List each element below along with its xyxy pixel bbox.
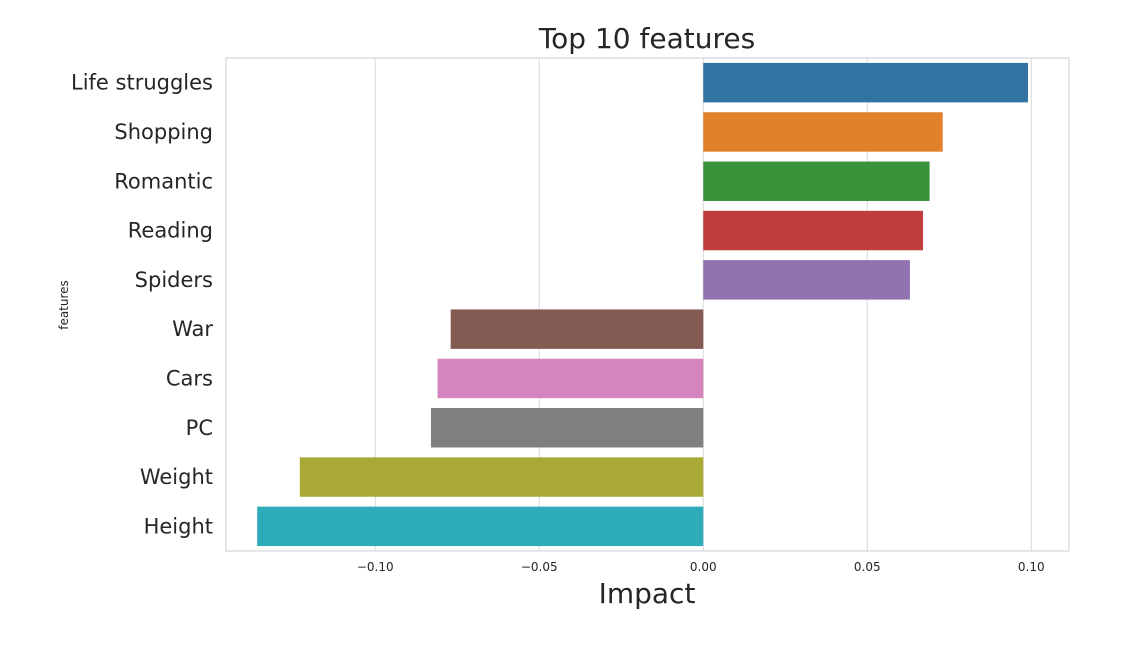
x-tick-label: −0.05 — [521, 560, 558, 574]
bar — [703, 260, 910, 300]
x-tick-label: 0.10 — [1018, 560, 1045, 574]
x-tick-labels: −0.10 −0.05 0.00 0.05 0.10 — [357, 560, 1045, 574]
bar — [450, 309, 704, 349]
x-tick-label: 0.05 — [854, 560, 881, 574]
category-label: Shopping — [114, 120, 213, 144]
x-axis-label: Impact — [599, 577, 696, 610]
bar — [703, 210, 924, 251]
bar — [703, 112, 943, 152]
category-label: Height — [144, 514, 213, 538]
chart-title: Top 10 features — [538, 22, 755, 55]
bar — [257, 506, 704, 547]
category-label: Cars — [166, 366, 213, 390]
category-label: Weight — [140, 465, 213, 489]
x-tick-label: −0.10 — [357, 560, 394, 574]
category-label: Life struggles — [71, 71, 213, 95]
category-label: War — [172, 317, 213, 341]
x-tick-label: 0.00 — [690, 560, 717, 574]
category-label: Spiders — [135, 268, 213, 292]
plot-frame — [225, 57, 1070, 552]
bar — [703, 161, 930, 201]
category-label: Reading — [128, 219, 213, 243]
category-labels: Life struggles Shopping Romantic Reading Spi… — [71, 71, 213, 539]
bar — [299, 457, 704, 497]
bar — [437, 358, 704, 399]
y-axis-label: features — [57, 280, 71, 330]
bars — [257, 62, 1028, 547]
bar — [431, 408, 704, 448]
category-label: PC — [186, 416, 213, 440]
category-label: Romantic — [114, 169, 213, 193]
bar — [703, 62, 1028, 103]
